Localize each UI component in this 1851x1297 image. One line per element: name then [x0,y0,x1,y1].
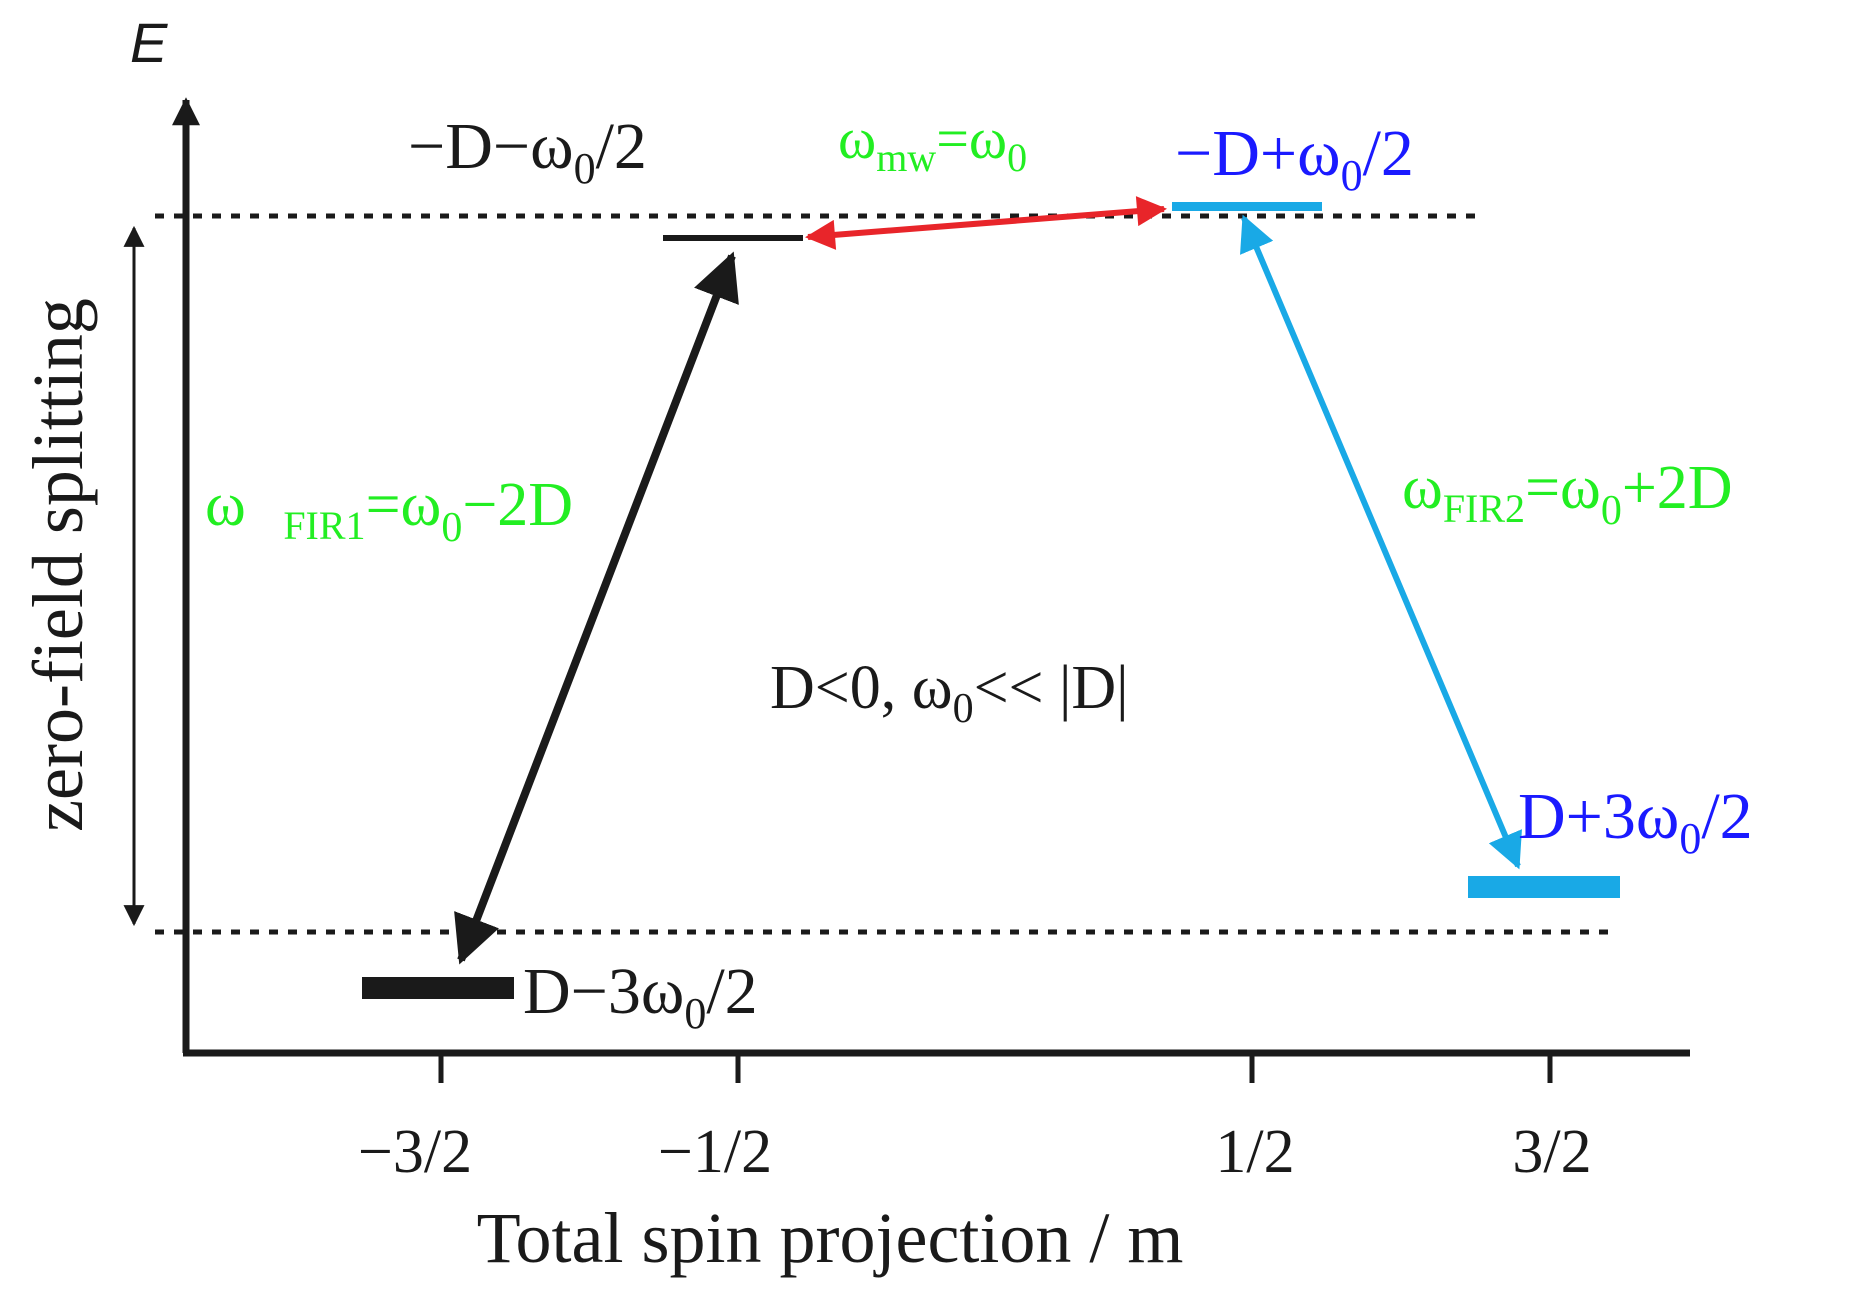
label-part: /2 [1701,780,1752,853]
level-label-m-minus-three-halves: D−3ω0/2 [523,955,758,1038]
subscript: 0 [684,989,706,1038]
y-axis-label: zero-field splitting [18,298,98,832]
level-label-m-plus-three-halves: D+3ω0/2 [1518,780,1753,863]
subscript: 0 [574,144,596,193]
label-part: D<0, ω [770,654,953,722]
subscript: FIR1 [283,503,365,548]
label-part: << |D| [974,654,1129,722]
mw-transition-label: ωmw=ω0 [838,106,1027,180]
fir1-transition-arrow [454,251,739,965]
x-axis-ticks [438,1053,1553,1083]
subscript: 0 [953,686,974,732]
subscript: mw [876,135,936,180]
x-tick-label: 3/2 [1512,1118,1591,1186]
subscript: 0 [1341,151,1363,200]
label-part: −D+ω [1175,117,1341,190]
label-part: ω [1402,454,1443,522]
level-label-m-plus-half: −D+ω0/2 [1175,117,1414,200]
fir1-transition-label: ω FIR1=ω0−2D [205,471,573,551]
level-bar-m-plus-half [1172,202,1322,211]
x-tick-label: 1/2 [1215,1118,1294,1186]
condition-label: D<0, ω0<< |D| [770,654,1129,732]
x-tick-label: −1/2 [658,1118,772,1186]
label-part: ω [205,471,261,539]
label-part: /2 [706,955,757,1028]
label-part: =ω [366,471,442,539]
y-axis-symbol: E [130,11,168,74]
level-bar-m-minus-three-halves [362,977,514,999]
label-part: D−3ω [523,955,684,1028]
x-axis-label: Total spin projection / m [477,1198,1184,1278]
level-bar-m-minus-half [663,235,803,241]
label-part: =ω [936,106,1007,171]
subscript: 0 [1679,814,1701,863]
mw-transition-arrow [805,196,1167,250]
level-label-m-minus-half: −D−ω0/2 [408,110,647,193]
label-part: −D−ω [408,110,574,183]
label-part: =ω [1525,454,1601,522]
fir2-transition-arrow [1240,214,1522,870]
subscript: 0 [441,505,462,551]
subscript: 0 [1601,488,1622,534]
label-part: +2D [1622,454,1733,522]
subscript: 0 [1007,135,1027,180]
label-part: −2D [462,471,573,539]
x-tick-label: −3/2 [358,1118,472,1186]
label-part: ω [838,106,876,171]
subscript: FIR2 [1443,486,1525,531]
level-bar-m-plus-three-halves [1468,876,1620,898]
label-part: /2 [1363,117,1414,190]
fir2-transition-label: ωFIR2=ω0+2D [1402,454,1733,534]
label-part: D+3ω [1518,780,1679,853]
label-part: /2 [596,110,647,183]
